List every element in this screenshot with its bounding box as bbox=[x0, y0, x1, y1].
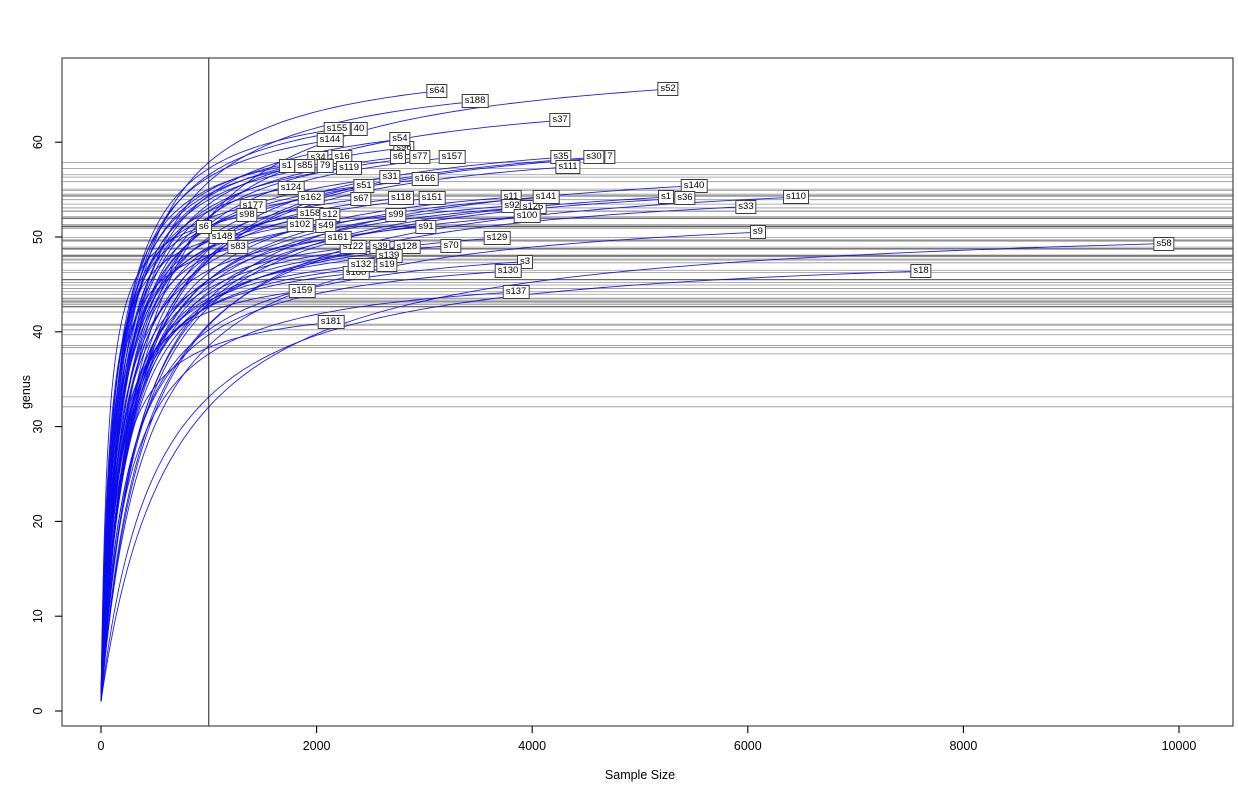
sample-label: s137 bbox=[502, 284, 530, 299]
x-tick-label: 2000 bbox=[303, 739, 331, 753]
rarefaction-curve bbox=[100, 270, 922, 702]
sample-label: s111 bbox=[555, 159, 581, 174]
sample-label: 79 bbox=[316, 158, 334, 173]
sample-label: s181 bbox=[317, 315, 345, 330]
sample-label: s6 bbox=[195, 219, 212, 234]
sample-label: s67 bbox=[350, 192, 372, 207]
sample-label: s155 bbox=[323, 121, 351, 136]
sample-label: s100 bbox=[513, 209, 541, 224]
x-tick-label: 6000 bbox=[734, 739, 762, 753]
sample-label: s64 bbox=[426, 84, 448, 98]
sample-label: s70 bbox=[440, 238, 462, 253]
y-tick-label: 30 bbox=[31, 420, 45, 434]
sample-label: s151 bbox=[418, 191, 446, 206]
sample-label: s188 bbox=[461, 94, 489, 109]
x-tick-label: 10000 bbox=[1162, 739, 1197, 753]
sample-label: s51 bbox=[353, 178, 375, 193]
rarefaction-curve bbox=[100, 321, 332, 702]
sample-label: 40 bbox=[350, 121, 368, 136]
sample-label: s1 bbox=[278, 158, 295, 173]
sample-label: s144 bbox=[316, 133, 344, 148]
sample-label: s58 bbox=[1153, 236, 1175, 251]
sample-label: s98 bbox=[236, 208, 258, 223]
y-tick-label: 20 bbox=[31, 514, 45, 528]
plot-box bbox=[61, 57, 1234, 727]
sample-label: s37 bbox=[549, 113, 571, 128]
sample-label: s110 bbox=[783, 190, 809, 205]
sample-label: s30 bbox=[583, 150, 605, 165]
y-tick-label: 40 bbox=[31, 325, 45, 339]
rarefaction-curve bbox=[100, 270, 509, 702]
rarefaction-curve bbox=[100, 246, 239, 702]
y-tick-label: 10 bbox=[31, 609, 45, 623]
sample-label: s36 bbox=[674, 191, 696, 206]
sample-label: s118 bbox=[388, 191, 414, 206]
y-tick-label: 50 bbox=[31, 230, 45, 244]
rarefaction-curve bbox=[100, 231, 758, 702]
sample-label: s141 bbox=[532, 190, 560, 205]
y-axis-title: genus bbox=[19, 374, 33, 410]
sample-label: s162 bbox=[297, 191, 325, 206]
sample-label: s130 bbox=[494, 264, 522, 279]
sample-label: s119 bbox=[336, 160, 362, 175]
rarefaction-curve bbox=[100, 291, 517, 702]
rarefaction-curve bbox=[100, 290, 302, 702]
sample-label: s19 bbox=[376, 258, 398, 273]
sample-label: s18 bbox=[910, 264, 932, 279]
sample-label: s6 bbox=[389, 150, 407, 165]
sample-label: s99 bbox=[385, 208, 407, 223]
sample-label: s166 bbox=[411, 172, 439, 187]
sample-label: s1 bbox=[657, 190, 674, 205]
x-tick-label: 4000 bbox=[518, 739, 546, 753]
x-tick-label: 8000 bbox=[949, 739, 977, 753]
rarefaction-curve bbox=[100, 226, 205, 702]
sample-label: s33 bbox=[735, 199, 757, 214]
sample-label: s102 bbox=[286, 217, 314, 232]
y-tick-label: 60 bbox=[31, 135, 45, 149]
rarefaction-curve bbox=[100, 196, 797, 702]
x-axis-title: Sample Size bbox=[604, 768, 676, 782]
sample-label: s129 bbox=[483, 230, 511, 245]
sample-label: s83 bbox=[227, 240, 249, 255]
sample-label: s77 bbox=[409, 150, 431, 165]
sample-label: s85 bbox=[294, 158, 316, 173]
sample-label: s52 bbox=[657, 82, 679, 97]
y-tick-label: 0 bbox=[31, 707, 45, 714]
sample-label: s132 bbox=[347, 258, 375, 273]
sample-label: s157 bbox=[438, 150, 466, 165]
sample-label: s161 bbox=[324, 230, 352, 245]
sample-label: s9 bbox=[749, 225, 766, 240]
x-tick-label: 0 bbox=[98, 739, 105, 753]
sample-label: s54 bbox=[389, 132, 411, 147]
sample-label: s31 bbox=[379, 170, 401, 185]
sample-label: 7 bbox=[604, 150, 616, 165]
sample-label: s159 bbox=[288, 284, 316, 299]
sample-label: s91 bbox=[415, 219, 437, 234]
